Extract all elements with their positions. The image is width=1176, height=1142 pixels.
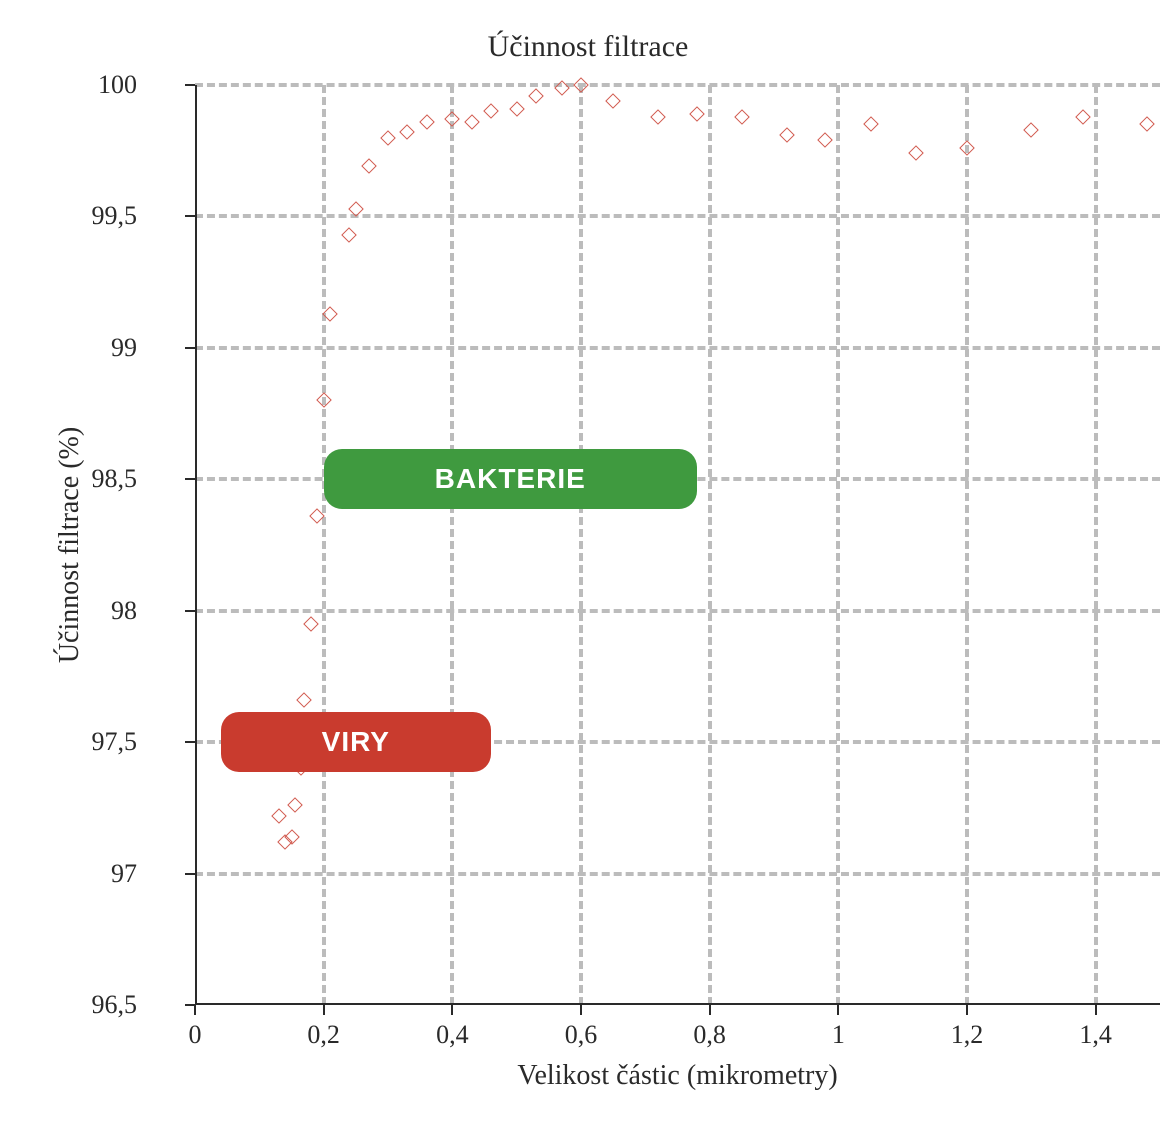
y-tick-label: 98,5 [92,464,138,494]
y-tick-mark [185,215,195,217]
data-point [361,159,377,175]
y-tick-mark [185,873,195,875]
y-tick-label: 96,5 [92,990,138,1020]
x-tick-label: 1 [832,1020,845,1050]
grid-line-vertical [1094,85,1098,1005]
y-tick-label: 97 [111,859,137,889]
y-tick-mark [185,347,195,349]
y-tick-mark [185,84,195,86]
grid-line-vertical [579,85,583,1005]
data-point [863,117,879,133]
data-point [779,127,795,143]
data-point [573,77,589,93]
x-tick-mark [580,1005,582,1015]
grid-line-horizontal [195,872,1160,876]
y-axis-label: Účinnost filtrace (%) [54,427,86,663]
data-point [1075,109,1091,125]
data-point [1024,122,1040,138]
y-tick-mark [185,1004,195,1006]
y-tick-mark [185,610,195,612]
bakterie-badge: BAKTERIE [324,449,697,509]
x-axis-label: Velikost částic (mikrometry) [517,1060,837,1092]
data-point [316,393,332,409]
y-axis-line [195,85,197,1005]
data-point [464,114,480,130]
x-tick-label: 0,6 [565,1020,598,1050]
x-tick-mark [837,1005,839,1015]
x-tick-mark [194,1005,196,1015]
data-point [509,101,525,117]
data-point [483,104,499,120]
x-tick-mark [323,1005,325,1015]
data-point [342,227,358,243]
x-tick-mark [966,1005,968,1015]
data-point [959,140,975,156]
data-point [287,797,303,813]
filtration-efficiency-chart: Účinnost filtrace BAKTERIE VIRY 0 0,2 0,4 0,… [20,20,1156,1122]
data-point [908,146,924,162]
grid-line-horizontal [195,609,1160,613]
chart-title: Účinnost filtrace [20,30,1156,64]
data-point [445,111,461,127]
grid-line-horizontal [195,346,1160,350]
data-point [419,114,435,130]
x-tick-mark [709,1005,711,1015]
data-point [650,109,666,125]
x-tick-mark [1095,1005,1097,1015]
y-tick-label: 99,5 [92,201,138,231]
data-point [400,125,416,141]
x-tick-label: 0 [189,1020,202,1050]
x-tick-label: 1,4 [1079,1020,1112,1050]
data-point [297,692,313,708]
y-tick-mark [185,741,195,743]
y-tick-label: 100 [98,70,137,100]
data-point [689,106,705,122]
x-axis-line [195,1003,1160,1005]
x-tick-label: 0,8 [693,1020,726,1050]
y-tick-label: 98 [111,596,137,626]
data-point [818,132,834,148]
y-tick-label: 97,5 [92,727,138,757]
x-tick-label: 0,4 [436,1020,469,1050]
data-point [734,109,750,125]
data-point [303,616,319,632]
x-tick-label: 1,2 [951,1020,984,1050]
x-tick-label: 0,2 [307,1020,340,1050]
plot-area: BAKTERIE VIRY [195,85,1160,1005]
viry-badge: VIRY [221,712,491,772]
grid-line-horizontal [195,214,1160,218]
grid-line-vertical [322,85,326,1005]
data-point [271,808,287,824]
grid-line-vertical [708,85,712,1005]
grid-line-vertical [836,85,840,1005]
x-tick-mark [451,1005,453,1015]
grid-line-vertical [450,85,454,1005]
grid-line-vertical [965,85,969,1005]
data-point [605,93,621,109]
y-tick-label: 99 [111,333,137,363]
y-tick-mark [185,478,195,480]
data-point [1139,117,1155,133]
grid-line-horizontal [195,83,1160,87]
data-point [380,130,396,146]
data-point [528,88,544,104]
